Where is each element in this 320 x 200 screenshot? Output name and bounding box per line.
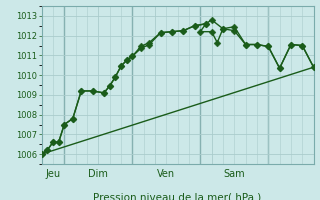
Text: Dim: Dim: [88, 169, 108, 179]
Text: Jeu: Jeu: [45, 169, 60, 179]
Text: Ven: Ven: [157, 169, 175, 179]
Text: Sam: Sam: [223, 169, 245, 179]
Text: Pression niveau de la mer( hPa ): Pression niveau de la mer( hPa ): [93, 192, 262, 200]
